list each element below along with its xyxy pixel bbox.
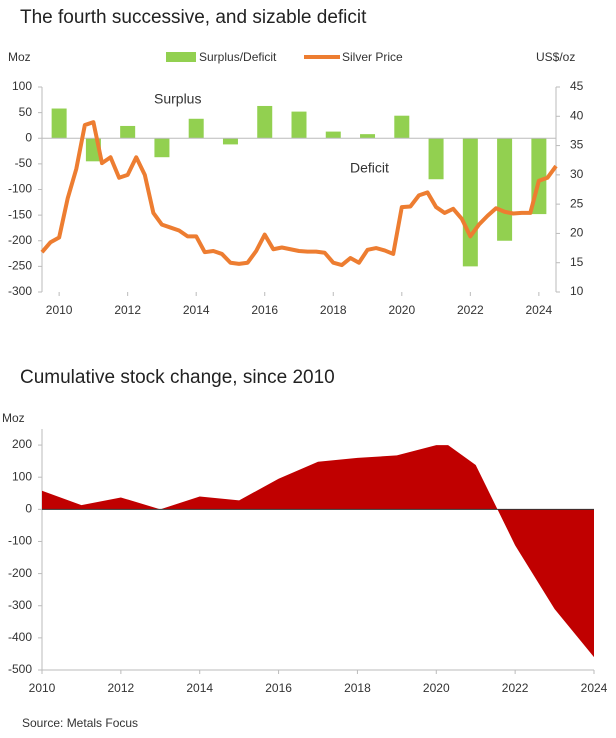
bar (462, 138, 478, 267)
y-tick-label: -500 (8, 662, 32, 676)
bar (325, 131, 341, 139)
area (42, 445, 594, 658)
x-tick-label: 2016 (265, 681, 292, 695)
x-tick-label: 2018 (320, 303, 347, 317)
y-tick-label: 0 (25, 502, 32, 516)
y-tick-label: -200 (8, 566, 32, 580)
y2-tick-label: 25 (570, 196, 584, 210)
bar (51, 108, 67, 139)
x-tick-label: 2020 (423, 681, 450, 695)
source: Source: Metals Focus (22, 716, 138, 730)
x-tick-label: 2020 (388, 303, 415, 317)
x-tick-label: 2010 (46, 303, 73, 317)
annotation: Deficit (350, 160, 389, 176)
chart-title: The fourth successive, and sizable defic… (20, 7, 367, 28)
bar (428, 138, 444, 180)
bar (154, 138, 170, 158)
y2-tick-label: 35 (570, 138, 584, 152)
x-tick-label: 2018 (344, 681, 371, 695)
bar (222, 138, 238, 145)
x-tick-label: 2024 (526, 303, 553, 317)
y2-axis-label: US$/oz (536, 50, 575, 64)
y-tick-label: -150 (8, 207, 32, 221)
y-tick-label: -50 (15, 156, 33, 170)
chart-title: Cumulative stock change, since 2010 (20, 367, 335, 388)
bar (257, 105, 273, 139)
y-tick-label: -300 (8, 284, 32, 298)
y-tick-label: 100 (12, 79, 32, 93)
bar (188, 118, 204, 139)
annotation: Surplus (154, 91, 201, 107)
legend-label: Silver Price (342, 50, 403, 64)
y-tick-label: -200 (8, 233, 32, 247)
x-tick-label: 2022 (502, 681, 529, 695)
bar (291, 111, 307, 139)
y-axis-label: Moz (8, 50, 31, 64)
x-tick-label: 2012 (114, 303, 141, 317)
x-tick-label: 2022 (457, 303, 484, 317)
y-tick-label: -250 (8, 259, 32, 273)
y2-tick-label: 45 (570, 79, 584, 93)
y-tick-label: -100 (8, 182, 32, 196)
x-tick-label: 2014 (183, 303, 210, 317)
y-tick-label: 0 (25, 130, 32, 144)
y-axis-label: Moz (2, 411, 25, 425)
legend-label: Surplus/Deficit (199, 50, 277, 64)
x-tick-label: 2012 (108, 681, 135, 695)
y2-tick-label: 10 (570, 284, 584, 298)
y2-tick-label: 20 (570, 226, 584, 240)
y-tick-label: 50 (19, 105, 33, 119)
legend-swatch (166, 52, 196, 62)
x-tick-label: 2014 (186, 681, 213, 695)
bar (394, 115, 410, 139)
x-tick-label: 2016 (251, 303, 278, 317)
y-tick-label: 100 (12, 469, 32, 483)
y2-tick-label: 30 (570, 167, 584, 181)
bar (360, 134, 376, 139)
y2-tick-label: 15 (570, 255, 584, 269)
price-line (40, 120, 558, 268)
y-tick-label: -100 (8, 534, 32, 548)
bar (120, 125, 136, 139)
x-tick-label: 2010 (29, 681, 56, 695)
y-tick-label: -300 (8, 598, 32, 612)
bar (497, 138, 513, 241)
y2-tick-label: 40 (570, 108, 584, 122)
x-tick-label: 2024 (581, 681, 608, 695)
y-tick-label: 200 (12, 437, 32, 451)
y-tick-label: -400 (8, 630, 32, 644)
